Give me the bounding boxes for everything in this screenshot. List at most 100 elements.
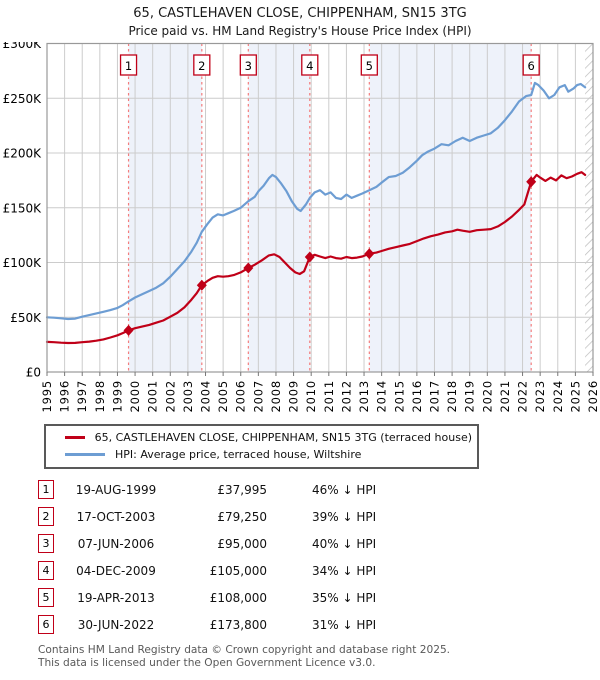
sale-table-row: 1 19-AUG-1999 £37,995 46% ↓ HPI	[0, 480, 600, 499]
sale-number-label: 5	[366, 59, 373, 73]
footer-line-2: This data is licensed under the Open Gov…	[38, 656, 376, 669]
y-axis-tick-label: £150K	[3, 201, 43, 215]
x-axis-year-label: 1998	[93, 380, 107, 412]
hpi-line	[45, 81, 587, 321]
x-axis-year-label: 2008	[269, 380, 283, 412]
footer-line-1: Contains HM Land Registry data © Crown c…	[38, 644, 451, 656]
sale-date: 17-OCT-2003	[76, 509, 156, 524]
sale-pct-vs-hpi: 40% ↓ HPI	[312, 536, 377, 551]
sale-number-label: 2	[198, 59, 205, 73]
sale-price: £173,800	[209, 617, 267, 632]
legend-label-price: 65, CASTLEHAVEN CLOSE, CHIPPENHAM, SN15 …	[94, 431, 472, 444]
sale-date: 19-AUG-1999	[75, 482, 157, 497]
sale-price: £108,000	[209, 590, 267, 605]
price-paid-line	[45, 171, 587, 345]
sale-number-box	[360, 54, 378, 76]
sale-pct-vs-hpi: 46% ↓ HPI	[312, 482, 377, 497]
sale-marker-diamond	[304, 251, 315, 263]
y-axis-tick-label: £50K	[10, 311, 42, 325]
x-axis-year-label: 2026	[586, 380, 600, 412]
legend-row-hpi: HPI: Average price, terraced house, Wilt…	[51, 446, 472, 463]
sale-number-box: 5	[38, 588, 54, 607]
sale-price: £37,995	[217, 482, 267, 497]
sales-table: 1 19-AUG-1999 £37,995 46% ↓ HPI 2 17-OCT-2003…	[0, 480, 600, 634]
y-axis-tick-label: £300K	[3, 42, 43, 51]
y-axis-tick-label: £0	[26, 366, 41, 380]
sale-date: 19-APR-2013	[77, 590, 155, 605]
chart-header: 65, CASTLEHAVEN CLOSE, CHIPPENHAM, SN15 …	[0, 0, 600, 42]
x-axis-year-label: 2023	[533, 380, 547, 412]
x-axis-year-label: 2016	[410, 380, 424, 412]
license-footer: Contains HM Land Registry data © Crown c…	[38, 644, 600, 669]
x-axis-year-label: 2013	[357, 380, 371, 412]
sale-marker-diamond	[364, 248, 375, 260]
x-axis-year-label: 2003	[181, 380, 195, 412]
sale-marker-diamond	[196, 279, 207, 291]
x-axis-year-label: 2019	[463, 380, 477, 412]
sale-number-label: 1	[125, 59, 132, 73]
sale-date: 04-DEC-2009	[76, 563, 156, 578]
legend-label-hpi: HPI: Average price, terraced house, Wilt…	[115, 448, 362, 461]
sale-number-box	[522, 54, 540, 76]
sale-price: £105,000	[209, 563, 267, 578]
sale-number-box: 6	[38, 615, 54, 634]
x-axis-year-label: 1995	[40, 380, 54, 412]
x-axis-year-label: 2007	[251, 380, 265, 412]
sale-pct-vs-hpi: 39% ↓ HPI	[312, 509, 377, 524]
sale-number-label: 4	[306, 59, 313, 73]
hpi-line-swatch-icon	[65, 453, 105, 456]
x-axis-year-label: 1996	[58, 380, 72, 412]
x-axis-year-label: 2010	[304, 380, 318, 412]
sale-number-box: 1	[38, 480, 54, 499]
sale-number-box	[119, 54, 138, 76]
x-axis-year-label: 2022	[516, 380, 530, 412]
x-axis-year-label: 2014	[375, 380, 389, 412]
x-axis-year-label: 2009	[287, 380, 301, 412]
legend-row-price: 65, CASTLEHAVEN CLOSE, CHIPPENHAM, SN15 …	[51, 429, 472, 446]
price-chart-area: 1 2 3 4 5 6 £0 £50K £100K £150K £200K £250K £300K 199…	[0, 37, 600, 424]
sale-pct-vs-hpi: 34% ↓ HPI	[312, 563, 377, 578]
x-axis-year-label: 2005	[216, 380, 230, 412]
y-axis-tick-label: £250K	[3, 92, 43, 106]
x-axis-year-label: 2011	[322, 380, 336, 412]
sale-date: 07-JUN-2006	[77, 536, 155, 551]
sale-price: £95,000	[217, 536, 267, 551]
x-axis-year-label: 1997	[75, 380, 89, 412]
sale-number-label: 3	[245, 59, 252, 73]
x-axis-year-label: 2015	[392, 380, 406, 412]
x-axis-year-label: 2001	[146, 380, 160, 412]
sale-marker-diamond	[526, 176, 537, 188]
chart-legend: 65, CASTLEHAVEN CLOSE, CHIPPENHAM, SN15 …	[44, 424, 479, 469]
y-axis-tick-label: £100K	[3, 256, 43, 270]
sale-pct-vs-hpi: 35% ↓ HPI	[312, 590, 377, 605]
sale-number-box: 4	[38, 561, 54, 580]
x-axis-year-label: 2018	[445, 380, 459, 412]
page-subtitle: Price paid vs. HM Land Registry's House …	[128, 24, 472, 38]
sale-number-box: 2	[38, 507, 54, 526]
y-axis-tick-label: £200K	[3, 147, 43, 161]
sale-number-box	[301, 54, 319, 76]
x-axis-year-label: 2012	[339, 380, 353, 412]
price-line-swatch-icon	[65, 436, 85, 439]
sale-price: £79,250	[217, 509, 267, 524]
sale-pct-vs-hpi: 31% ↓ HPI	[312, 617, 377, 632]
sale-marker-diamond	[243, 262, 254, 274]
price-chart: 1 2 3 4 5 6 £0 £50K £100K £150K £200K £250K £300K 199…	[3, 37, 600, 412]
sale-table-row: 6 30-JUN-2022 £173,800 31% ↓ HPI	[0, 615, 600, 634]
sale-number-box: 3	[38, 534, 54, 553]
x-axis-year-label: 2002	[163, 380, 177, 412]
sale-date: 30-JUN-2022	[77, 617, 155, 632]
x-axis-year-label: 2024	[551, 380, 565, 412]
x-axis-year-label: 1999	[110, 380, 124, 412]
sale-number-box	[193, 54, 211, 76]
sale-number-box	[239, 54, 257, 76]
x-axis-year-label: 2020	[480, 380, 494, 412]
x-axis-year-label: 2006	[234, 380, 248, 412]
sale-marker-diamond	[123, 324, 134, 336]
x-axis-year-label: 2021	[498, 380, 512, 412]
sale-number-label: 6	[528, 59, 535, 73]
x-axis-year-label: 2004	[199, 380, 213, 412]
sale-table-row: 4 04-DEC-2009 £105,000 34% ↓ HPI	[0, 561, 600, 580]
sale-table-row: 3 07-JUN-2006 £95,000 40% ↓ HPI	[0, 534, 600, 553]
sale-table-row: 5 19-APR-2013 £108,000 35% ↓ HPI	[0, 588, 600, 607]
